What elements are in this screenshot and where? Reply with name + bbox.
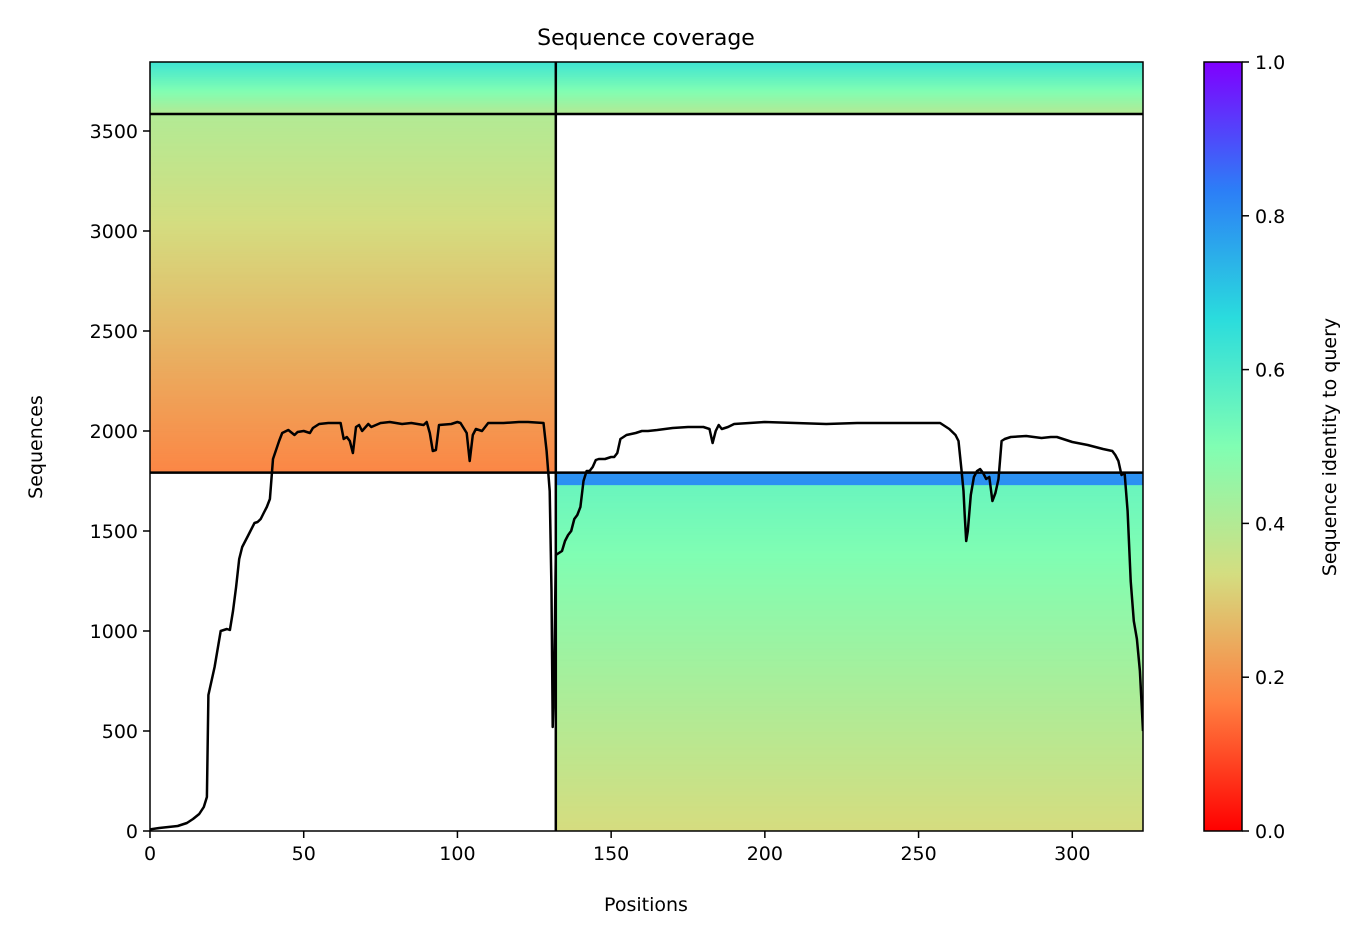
y-axis-label: Sequences: [25, 395, 47, 499]
x-tick-label: 300: [1054, 843, 1090, 865]
y-tick-label: 3000: [90, 221, 138, 243]
x-tick-label: 150: [593, 843, 629, 865]
x-axis-label: Positions: [604, 894, 688, 916]
chart-title: Sequence coverage: [537, 26, 755, 51]
block-3: [150, 62, 1143, 115]
colorbar-tick-label: 1.0: [1255, 52, 1285, 74]
colorbar-tick-label: 0.8: [1255, 206, 1285, 228]
y-tick-label: 0: [126, 821, 138, 843]
block-1: [555, 472, 1143, 831]
y-axis-ticks: 0 500 1000 1500 2000 2500 3000 3500: [90, 121, 150, 843]
y-tick-label: 2000: [90, 421, 138, 443]
colorbar-ticks: 0.0 0.2 0.4 0.6 0.8 1.0: [1242, 52, 1285, 843]
x-tick-label: 100: [439, 843, 475, 865]
coverage-blocks: [150, 62, 1143, 831]
colorbar-tick-label: 0.6: [1255, 360, 1285, 382]
x-axis-ticks: 0 50 100 150 200 250 300: [144, 831, 1090, 865]
y-tick-label: 500: [102, 721, 138, 743]
colorbar-tick-label: 0.4: [1255, 513, 1285, 535]
y-tick-label: 3500: [90, 121, 138, 143]
x-tick-label: 200: [747, 843, 783, 865]
colorbar-tick-label: 0.2: [1255, 667, 1285, 689]
colorbar-tick-label: 0.0: [1255, 821, 1285, 843]
x-tick-label: 250: [900, 843, 936, 865]
plot-frame: [149, 61, 1144, 832]
y-tick-label: 1000: [90, 621, 138, 643]
y-tick-label: 2500: [90, 321, 138, 343]
coverage-line: [150, 420, 1143, 831]
x-tick-label: 50: [292, 843, 316, 865]
colorbar-label: Sequence identity to query: [1319, 318, 1341, 576]
x-tick-label: 0: [144, 843, 156, 865]
y-tick-label: 1500: [90, 521, 138, 543]
plot-area: [150, 62, 1143, 831]
colorbar: [1203, 61, 1243, 832]
block-2: [150, 114, 556, 474]
